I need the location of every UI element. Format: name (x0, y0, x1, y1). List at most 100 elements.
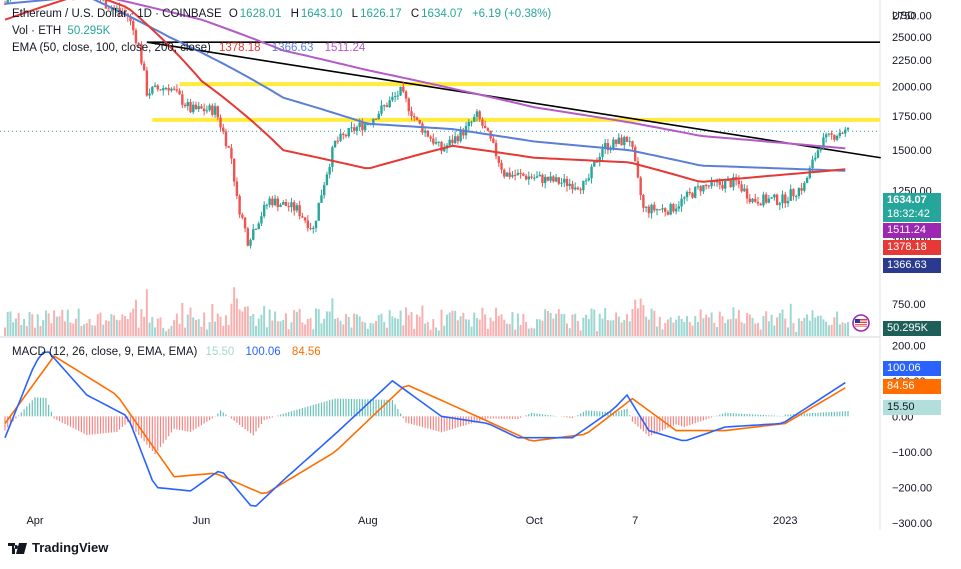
candle-body (336, 140, 340, 142)
candle-body (374, 118, 378, 120)
macd-line-value: 100.06 (245, 346, 281, 358)
candle-body (789, 189, 792, 201)
volume-bar (574, 313, 577, 336)
volume-bar (134, 299, 137, 336)
candle-body (631, 141, 634, 148)
candle-body (224, 131, 228, 147)
volume-bar (276, 321, 279, 336)
volume-bar (224, 315, 227, 336)
volume-bar (609, 320, 612, 336)
candle-body (355, 127, 359, 131)
volume-bar (110, 314, 113, 336)
flag-icon[interactable] (848, 314, 874, 332)
candle-body (235, 181, 239, 196)
candle-body (565, 178, 569, 187)
candle-body (260, 216, 263, 224)
ema50-value: 1378.18 (219, 42, 261, 54)
candle-body (691, 192, 694, 198)
volume-bar (350, 327, 353, 336)
volume-bar (694, 316, 697, 336)
volume-bar (713, 322, 716, 336)
volume-bar (432, 319, 435, 336)
volume-bar (552, 318, 555, 336)
volume-bar (399, 310, 402, 336)
volume-bar (718, 311, 721, 336)
volume-bar (445, 314, 448, 336)
candle-body (372, 118, 375, 124)
volume-bar (677, 315, 680, 336)
candle-body (473, 116, 476, 122)
currency-label[interactable]: USD (892, 10, 916, 22)
candle-body (186, 102, 189, 107)
volume-bar (88, 318, 91, 336)
volume-bar (691, 325, 694, 336)
ema50-line (4, 0, 846, 183)
candle-body (549, 176, 552, 181)
volume-bar (593, 309, 596, 336)
volume-bar (740, 322, 743, 336)
volume-bar (405, 307, 408, 336)
macd-tick-label: −200.00 (892, 482, 932, 494)
candle-body (254, 228, 258, 230)
candle-body (563, 178, 566, 183)
volume-bar (58, 316, 61, 336)
volume-legend[interactable]: Vol · ETH 50.295K (12, 25, 111, 37)
volume-bar (285, 313, 287, 336)
volume-bar (55, 316, 58, 336)
volume-bar (167, 328, 170, 336)
volume-bar (282, 320, 285, 336)
candle-body (396, 95, 400, 97)
candle-body (617, 137, 621, 144)
tradingview-logo[interactable]: TradingView (8, 540, 108, 555)
signal-tag: 84.56 (883, 379, 941, 394)
candle-body (634, 147, 637, 162)
candle-body (541, 174, 544, 184)
volume-bar (137, 327, 140, 336)
volume-bar (91, 325, 94, 336)
candle-body (303, 217, 307, 221)
volume-value: 50.295K (67, 25, 111, 37)
volume-bar (688, 321, 691, 336)
volume-bar (364, 322, 367, 336)
candle-body (205, 110, 209, 112)
volume-bar (77, 308, 80, 336)
candle-body (123, 12, 127, 14)
macd-signal-value: 84.56 (291, 346, 321, 358)
volume-bar (598, 313, 601, 336)
volume-bar (50, 323, 53, 336)
symbol-title[interactable]: Ethereum / U.S. Dollar · 1D · COINBASE (12, 8, 222, 20)
volume-bar (279, 321, 282, 336)
candle-body (628, 141, 631, 143)
volume-bar (290, 322, 293, 336)
candle-body (756, 201, 760, 204)
volume-bar (358, 316, 361, 336)
volume-bar (260, 314, 263, 336)
volume-bar (159, 317, 162, 336)
change-value: +6.19 (+0.38%) (471, 8, 552, 20)
volume-bar (252, 313, 255, 336)
volume-bar (467, 319, 470, 336)
candle-body (451, 139, 454, 144)
volume-bar (533, 328, 536, 336)
tradingview-logo-icon (8, 542, 27, 554)
candle-body (775, 194, 779, 205)
candle-body (552, 176, 555, 182)
candle-body (603, 143, 607, 149)
volume-bar (301, 322, 304, 336)
candle-body (238, 195, 241, 215)
volume-bar (773, 325, 776, 336)
macd-legend[interactable]: MACD (12, 26, close, 9, EMA, EMA) 15.50 … (12, 346, 321, 358)
candle-body (279, 204, 282, 208)
candle-body (426, 130, 430, 137)
volume-bar (454, 310, 457, 336)
candle-body (516, 172, 520, 176)
volume-bar (680, 318, 683, 336)
candle-body (434, 142, 438, 144)
volume-bar (44, 310, 47, 336)
volume-bar (227, 324, 230, 336)
candle-body (781, 194, 784, 204)
volume-bar (495, 307, 498, 336)
ema-legend[interactable]: EMA (50, close, 100, close, 200, close) … (12, 42, 366, 54)
volume-bar (383, 322, 386, 336)
